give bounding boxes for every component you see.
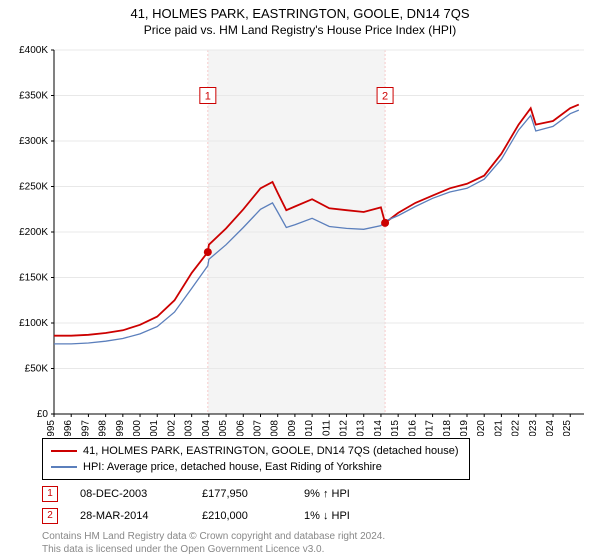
svg-text:2003: 2003 — [184, 420, 195, 436]
svg-text:2011: 2011 — [321, 420, 332, 436]
svg-text:2001: 2001 — [149, 420, 160, 436]
svg-text:£250K: £250K — [19, 182, 48, 193]
tx-price-1: £177,950 — [202, 488, 282, 500]
svg-text:2021: 2021 — [493, 420, 504, 436]
svg-text:2010: 2010 — [304, 420, 315, 436]
svg-text:2015: 2015 — [390, 420, 401, 436]
svg-text:£150K: £150K — [19, 273, 48, 284]
svg-text:2023: 2023 — [528, 420, 539, 436]
svg-text:2016: 2016 — [407, 420, 418, 436]
legend-swatch-2 — [51, 466, 77, 468]
tx-marker-1: 1 — [42, 486, 58, 502]
tx-date-1: 08-DEC-2003 — [80, 488, 180, 500]
svg-text:2012: 2012 — [339, 420, 350, 436]
svg-text:2004: 2004 — [201, 420, 212, 436]
transaction-row-1: 1 08-DEC-2003 £177,950 9% ↑ HPI — [42, 486, 350, 502]
svg-text:2005: 2005 — [218, 420, 229, 436]
svg-text:1999: 1999 — [115, 420, 126, 436]
svg-text:1996: 1996 — [63, 420, 74, 436]
legend-row-1: 41, HOLMES PARK, EASTRINGTON, GOOLE, DN1… — [51, 443, 459, 459]
svg-text:£100K: £100K — [19, 318, 48, 329]
transaction-row-2: 2 28-MAR-2014 £210,000 1% ↓ HPI — [42, 508, 350, 524]
page-title: 41, HOLMES PARK, EASTRINGTON, GOOLE, DN1… — [0, 0, 600, 21]
svg-text:2017: 2017 — [425, 420, 436, 436]
svg-text:2006: 2006 — [235, 420, 246, 436]
svg-text:1998: 1998 — [98, 420, 109, 436]
tx-delta-1: 9% ↑ HPI — [304, 488, 350, 500]
legend-label-1: 41, HOLMES PARK, EASTRINGTON, GOOLE, DN1… — [83, 443, 459, 459]
copyright-line-1: Contains HM Land Registry data © Crown c… — [42, 530, 385, 543]
svg-text:1: 1 — [205, 91, 211, 103]
svg-text:2009: 2009 — [287, 420, 298, 436]
copyright: Contains HM Land Registry data © Crown c… — [42, 530, 385, 556]
svg-text:£400K: £400K — [19, 46, 48, 56]
svg-text:2019: 2019 — [459, 420, 470, 436]
svg-text:2024: 2024 — [545, 420, 556, 436]
tx-date-2: 28-MAR-2014 — [80, 510, 180, 522]
legend-row-2: HPI: Average price, detached house, East… — [51, 459, 459, 475]
svg-text:2007: 2007 — [252, 420, 263, 436]
copyright-line-2: This data is licensed under the Open Gov… — [42, 543, 385, 556]
svg-text:2002: 2002 — [166, 420, 177, 436]
svg-text:2020: 2020 — [476, 420, 487, 436]
svg-text:1995: 1995 — [46, 420, 57, 436]
svg-text:2025: 2025 — [562, 420, 573, 436]
tx-price-2: £210,000 — [202, 510, 282, 522]
page-subtitle: Price paid vs. HM Land Registry's House … — [0, 21, 600, 37]
svg-text:1997: 1997 — [80, 420, 91, 436]
svg-text:£0: £0 — [37, 409, 49, 420]
legend: 41, HOLMES PARK, EASTRINGTON, GOOLE, DN1… — [42, 438, 470, 480]
tx-marker-2: 2 — [42, 508, 58, 524]
svg-text:2000: 2000 — [132, 420, 143, 436]
svg-text:£350K: £350K — [19, 91, 48, 102]
svg-text:2022: 2022 — [511, 420, 522, 436]
price-chart: £0 £50K £100K £150K £200K £250K £300K £350K £400… — [0, 46, 600, 436]
svg-text:£300K: £300K — [19, 136, 48, 147]
legend-swatch-1 — [51, 450, 77, 452]
svg-text:£50K: £50K — [25, 364, 49, 375]
svg-text:2013: 2013 — [356, 420, 367, 436]
svg-text:2008: 2008 — [270, 420, 281, 436]
tx-delta-2: 1% ↓ HPI — [304, 510, 350, 522]
svg-text:2018: 2018 — [442, 420, 453, 436]
svg-text:£200K: £200K — [19, 227, 48, 238]
legend-label-2: HPI: Average price, detached house, East… — [83, 459, 382, 475]
svg-text:2014: 2014 — [373, 420, 384, 436]
svg-text:2: 2 — [382, 91, 388, 103]
